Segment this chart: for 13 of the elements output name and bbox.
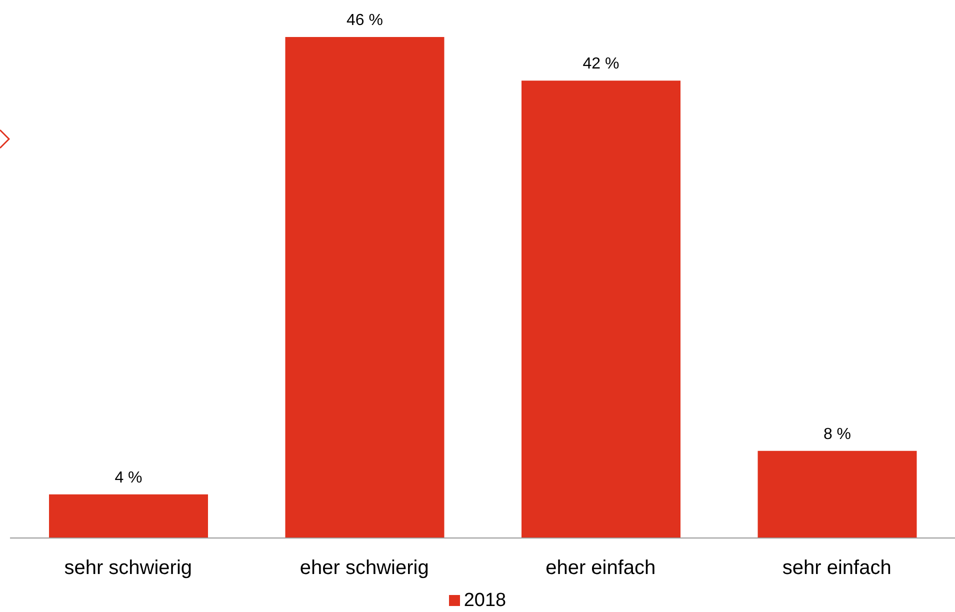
bar xyxy=(522,80,680,538)
x-tick-label: eher schwierig xyxy=(300,557,429,580)
legend-label: 2018 xyxy=(464,590,506,611)
data-label: 46 % xyxy=(346,12,383,29)
x-tick-label: sehr einfach xyxy=(782,557,892,580)
data-label: 42 % xyxy=(582,56,620,73)
x-tick-label: sehr schwierig xyxy=(64,557,192,580)
bar xyxy=(49,494,208,538)
data-label: 4 % xyxy=(114,469,142,486)
data-label: 8 % xyxy=(823,426,852,443)
x-tick-label: eher einfach xyxy=(546,557,656,580)
bar xyxy=(758,450,917,538)
bar xyxy=(285,37,444,538)
